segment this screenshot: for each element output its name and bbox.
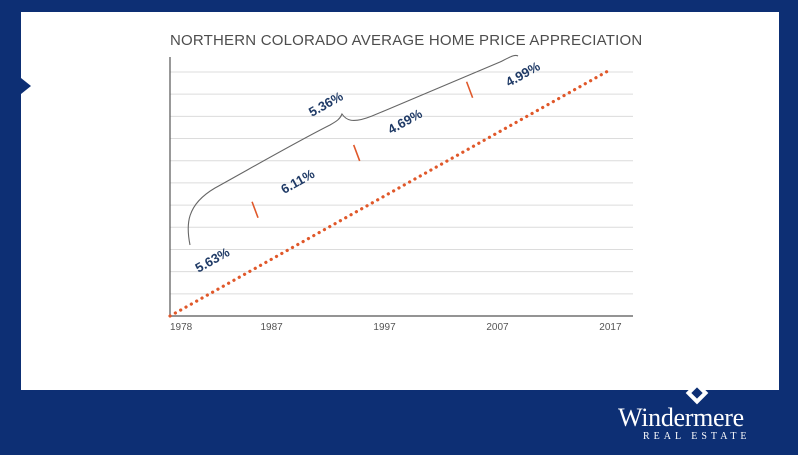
rate-label: 5.36%	[306, 88, 346, 119]
x-tick-label: 1987	[261, 322, 284, 333]
period-marker	[465, 81, 474, 99]
x-tick-label: 2017	[599, 322, 622, 333]
x-tick-label: 1978	[170, 322, 193, 333]
period-marker	[352, 144, 361, 162]
rate-label: 5.63%	[193, 244, 233, 275]
rate-label: 6.11%	[278, 166, 317, 197]
rate-label: 4.99%	[503, 58, 543, 89]
period-marker	[251, 201, 259, 219]
chart-title: NORTHERN COLORADO AVERAGE HOME PRICE APP…	[170, 32, 643, 49]
slide-canvas	[21, 12, 779, 390]
x-tick-label: 2007	[486, 322, 509, 333]
rate-label: 4.69%	[385, 106, 425, 137]
x-tick-label: 1997	[373, 322, 396, 333]
frame-top	[0, 0, 798, 12]
trend-line	[168, 68, 613, 318]
windermere-logo: Windermere REAL ESTATE	[600, 381, 790, 450]
logo-subtitle: REAL ESTATE	[643, 431, 751, 442]
logo-name: Windermere	[618, 403, 744, 432]
slide-notch-icon	[21, 78, 31, 94]
period-bracket	[187, 54, 519, 246]
